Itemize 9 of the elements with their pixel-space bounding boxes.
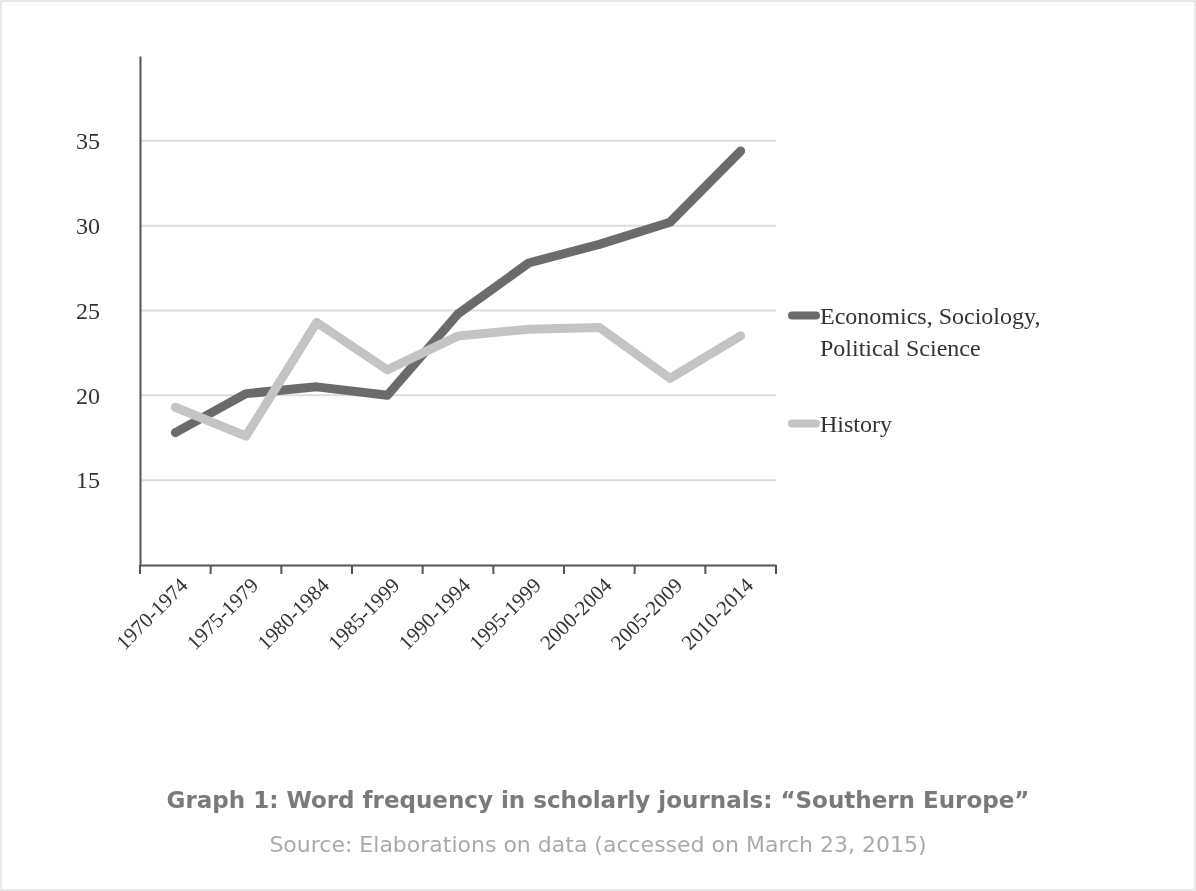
legend-label: History — [820, 410, 892, 437]
y-tick-label: 20 — [76, 382, 100, 409]
text: Graph 1: Word frequency in scholarly journals: “Southern Europe” — [166, 787, 1030, 813]
legend-label: Economics, Sociology, Political Science — [820, 302, 1041, 361]
y-tick-label: 25 — [76, 297, 100, 324]
y-tick-label: 30 — [76, 212, 100, 239]
y-tick-label: 15 — [76, 467, 100, 494]
y-tick-label: 35 — [76, 128, 100, 155]
source-note: Source: Elaborations on data (accessed on March 23, 2015) — [269, 832, 927, 857]
